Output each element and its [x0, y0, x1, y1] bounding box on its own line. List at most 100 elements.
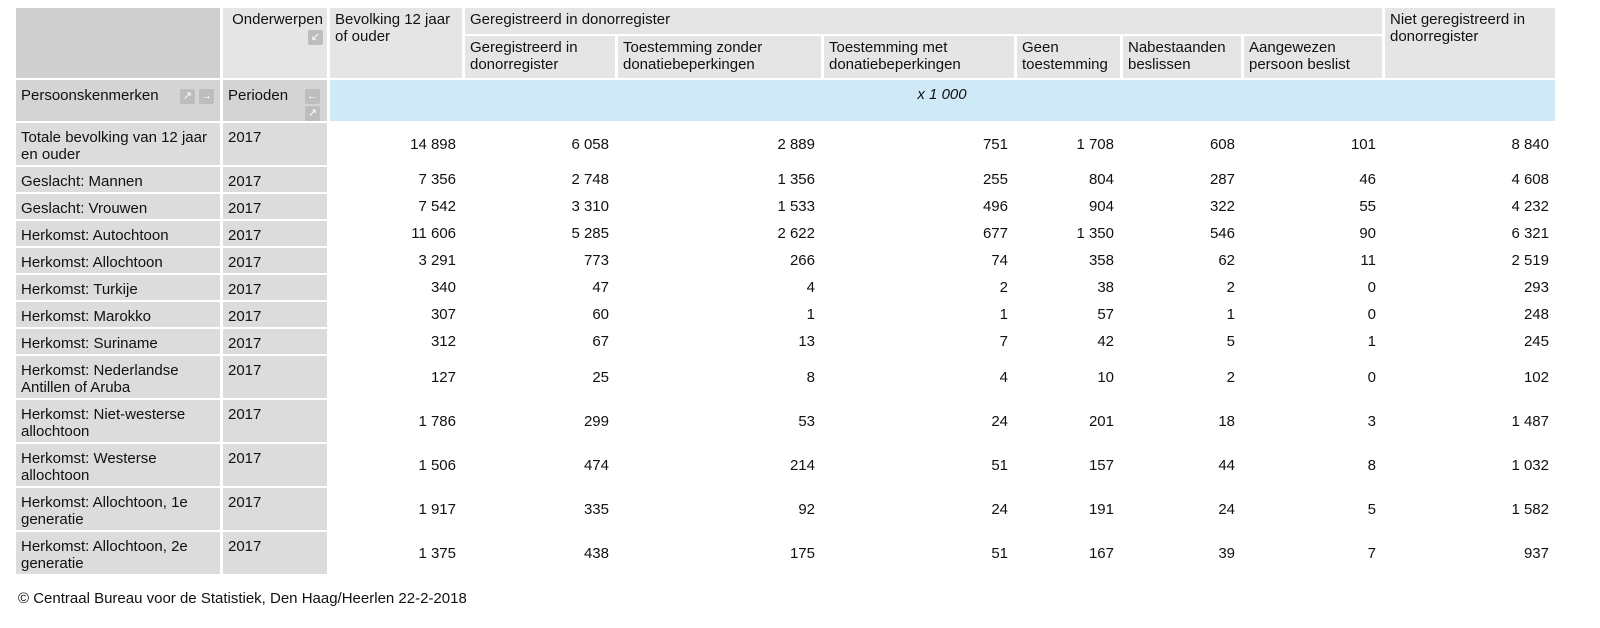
row-label[interactable]: Herkomst: Allochtoon	[16, 248, 220, 273]
row-label[interactable]: Herkomst: Suriname	[16, 329, 220, 354]
table-row: Herkomst: Westerse allochtoon 2017 1 506 47…	[16, 444, 1555, 486]
value-cell: 904	[1017, 194, 1120, 219]
value-cell: 39	[1123, 532, 1241, 574]
perioden-label: Perioden	[228, 87, 289, 104]
value-cell: 1 032	[1385, 444, 1555, 486]
value-cell: 608	[1123, 123, 1241, 165]
table-row: Herkomst: Autochtoon 2017 11 606 5 285 2 622…	[16, 221, 1555, 246]
value-cell: 67	[465, 329, 615, 354]
row-label[interactable]: Herkomst: Marokko	[16, 302, 220, 327]
value-cell: 496	[824, 194, 1014, 219]
value-cell: 60	[465, 302, 615, 327]
copyright-footer: © Centraal Bureau voor de Statistiek, De…	[18, 590, 467, 607]
persoonskenmerken-label: Persoonskenmerken	[21, 87, 159, 104]
col-niet-geregistreerd-header[interactable]: Niet geregistreerd in donorregister	[1385, 8, 1555, 78]
arrow-up-right-icon[interactable]: ↗	[305, 105, 320, 121]
value-cell: 46	[1244, 167, 1382, 192]
value-cell: 1 582	[1385, 488, 1555, 530]
value-cell: 8	[1244, 444, 1382, 486]
value-cell: 102	[1385, 356, 1555, 398]
row-label[interactable]: Herkomst: Allochtoon, 1e generatie	[16, 488, 220, 530]
value-cell: 167	[1017, 532, 1120, 574]
group-geregistreerd-header[interactable]: Geregistreerd in donorregister	[465, 8, 1382, 34]
row-label[interactable]: Herkomst: Westerse allochtoon	[16, 444, 220, 486]
value-cell: 299	[465, 400, 615, 442]
value-cell: 24	[824, 488, 1014, 530]
col-bevolking-header[interactable]: Bevolking 12 jaar of ouder	[330, 8, 462, 78]
value-cell: 175	[618, 532, 821, 574]
table-row: Herkomst: Allochtoon, 2e generatie 2017 1 …	[16, 532, 1555, 574]
subcol-aangewezen-persoon[interactable]: Aangewezen persoon beslist	[1244, 36, 1382, 78]
row-period: 2017	[223, 444, 327, 486]
arrow-down-left-icon[interactable]: ↙	[308, 29, 323, 45]
table-row: Herkomst: Allochtoon, 1e generatie 2017 1 …	[16, 488, 1555, 530]
value-cell: 201	[1017, 400, 1120, 442]
value-cell: 2	[824, 275, 1014, 300]
value-cell: 266	[618, 248, 821, 273]
value-cell: 293	[1385, 275, 1555, 300]
value-cell: 62	[1123, 248, 1241, 273]
onderwerpen-label: Onderwerpen	[232, 11, 323, 28]
value-cell: 1 356	[618, 167, 821, 192]
row-period: 2017	[223, 356, 327, 398]
value-cell: 2 748	[465, 167, 615, 192]
subcol-met-beperkingen[interactable]: Toestemming met donatiebeperkingen	[824, 36, 1014, 78]
value-cell: 191	[1017, 488, 1120, 530]
value-cell: 4	[824, 356, 1014, 398]
value-cell: 3 291	[330, 248, 462, 273]
value-cell: 11	[1244, 248, 1382, 273]
value-cell: 4 608	[1385, 167, 1555, 192]
value-cell: 57	[1017, 302, 1120, 327]
row-label[interactable]: Herkomst: Allochtoon, 2e generatie	[16, 532, 220, 574]
subcol-geregistreerd[interactable]: Geregistreerd in donorregister	[465, 36, 615, 78]
row-label[interactable]: Herkomst: Autochtoon	[16, 221, 220, 246]
arrow-up-right-icon[interactable]: ↗	[179, 88, 195, 104]
arrow-left-icon[interactable]: ←	[305, 88, 320, 104]
value-cell: 773	[465, 248, 615, 273]
row-label[interactable]: Herkomst: Niet-westerse allochtoon	[16, 400, 220, 442]
row-label[interactable]: Geslacht: Vrouwen	[16, 194, 220, 219]
table-body: Totale bevolking van 12 jaar en ouder 201…	[16, 123, 1555, 574]
value-cell: 1	[1123, 302, 1241, 327]
value-cell: 438	[465, 532, 615, 574]
row-label[interactable]: Totale bevolking van 12 jaar en ouder	[16, 123, 220, 165]
value-cell: 8 840	[1385, 123, 1555, 165]
value-cell: 101	[1244, 123, 1382, 165]
value-cell: 92	[618, 488, 821, 530]
subcol-zonder-beperkingen[interactable]: Toestemming zonder donatiebeperkingen	[618, 36, 821, 78]
value-cell: 5	[1244, 488, 1382, 530]
row-label[interactable]: Herkomst: Nederlandse Antillen of Aruba	[16, 356, 220, 398]
value-cell: 1 375	[330, 532, 462, 574]
value-cell: 2 519	[1385, 248, 1555, 273]
value-cell: 44	[1123, 444, 1241, 486]
value-cell: 245	[1385, 329, 1555, 354]
value-cell: 1 487	[1385, 400, 1555, 442]
value-cell: 248	[1385, 302, 1555, 327]
value-cell: 157	[1017, 444, 1120, 486]
row-period: 2017	[223, 123, 327, 165]
value-cell: 7 356	[330, 167, 462, 192]
value-cell: 2 889	[618, 123, 821, 165]
value-cell: 8	[618, 356, 821, 398]
value-cell: 14 898	[330, 123, 462, 165]
value-cell: 55	[1244, 194, 1382, 219]
subcol-nabestaanden[interactable]: Nabestaanden beslissen	[1123, 36, 1241, 78]
arrow-right-icon[interactable]: →	[199, 88, 214, 104]
row-period: 2017	[223, 488, 327, 530]
value-cell: 307	[330, 302, 462, 327]
value-cell: 335	[465, 488, 615, 530]
value-cell: 0	[1244, 302, 1382, 327]
subcol-geen-toestemming[interactable]: Geen toestemming	[1017, 36, 1120, 78]
data-table: Onderwerpen ↙ Bevolking 12 jaar of ouder…	[13, 6, 1558, 576]
value-cell: 24	[824, 400, 1014, 442]
value-cell: 3 310	[465, 194, 615, 219]
row-label[interactable]: Herkomst: Turkije	[16, 275, 220, 300]
value-cell: 322	[1123, 194, 1241, 219]
row-period: 2017	[223, 400, 327, 442]
value-cell: 74	[824, 248, 1014, 273]
row-label[interactable]: Geslacht: Mannen	[16, 167, 220, 192]
value-cell: 1 506	[330, 444, 462, 486]
value-cell: 4 232	[1385, 194, 1555, 219]
value-cell: 38	[1017, 275, 1120, 300]
row-period: 2017	[223, 248, 327, 273]
